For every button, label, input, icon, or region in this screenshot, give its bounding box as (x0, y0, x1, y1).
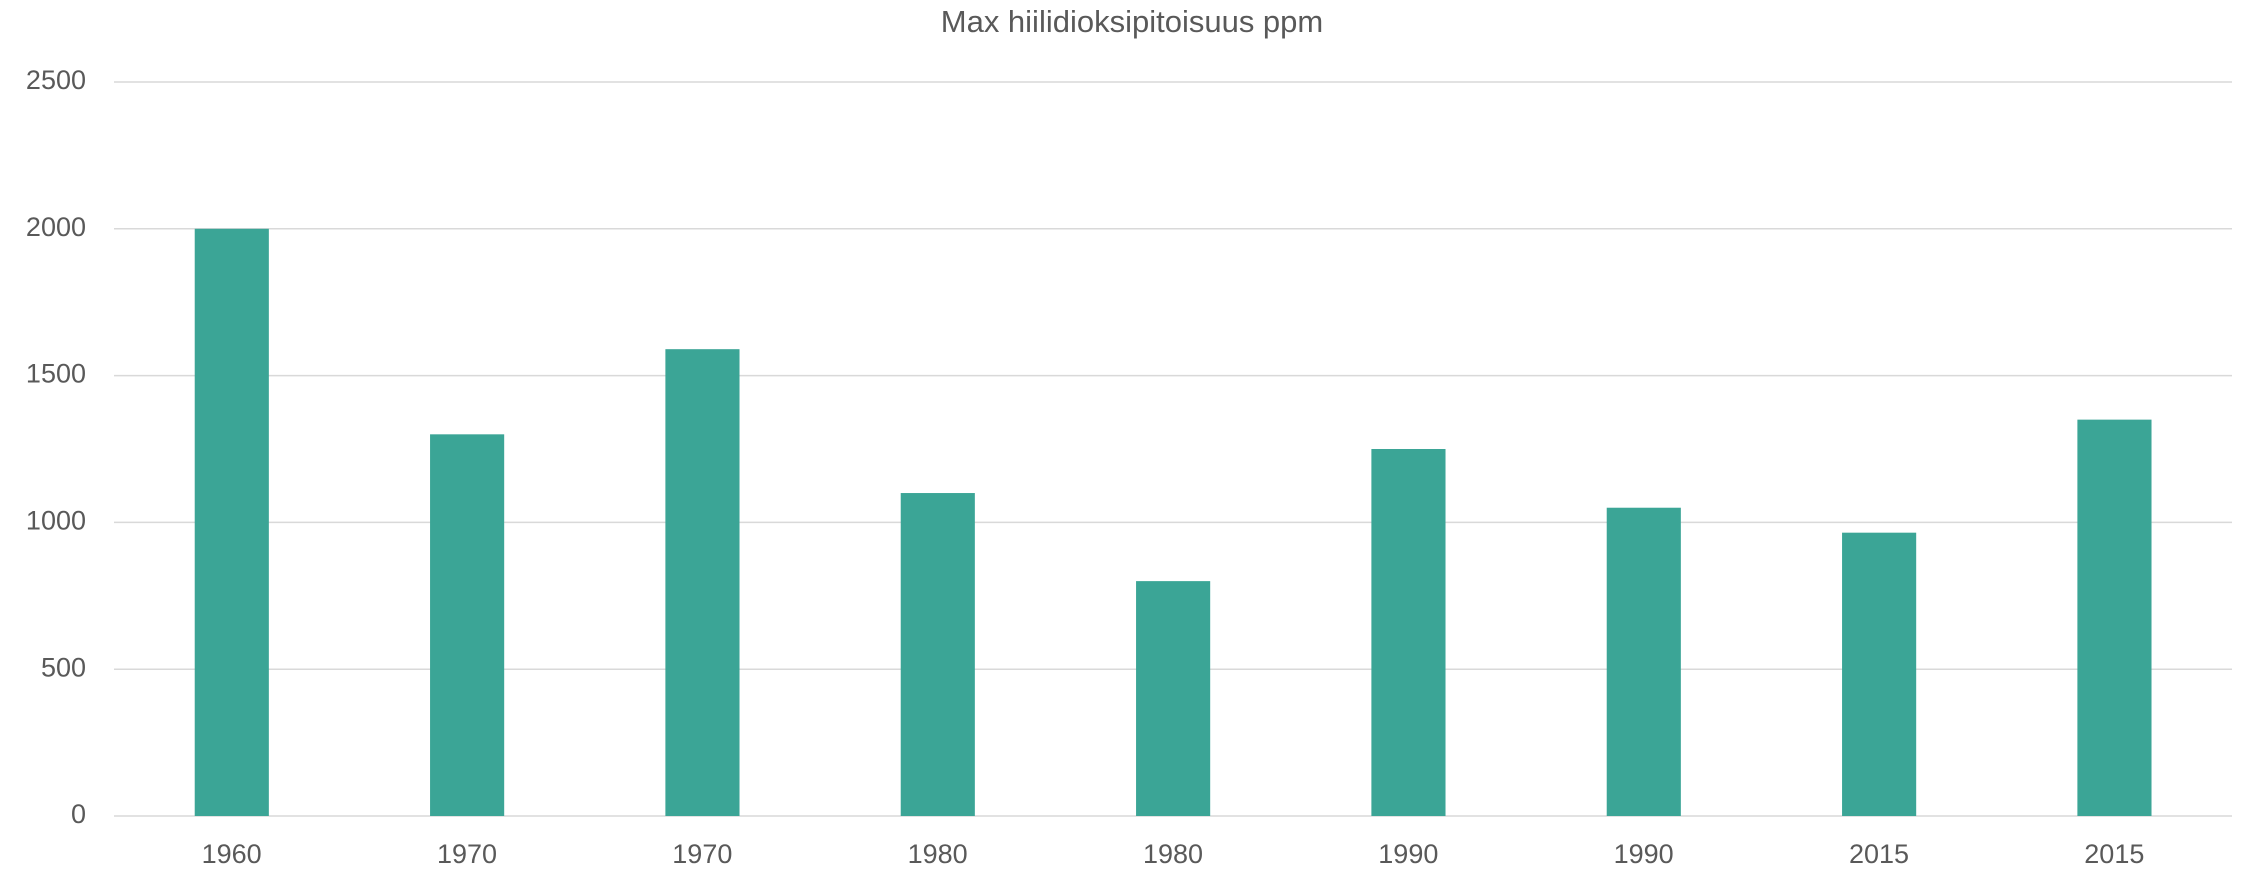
y-tick-label: 500 (41, 652, 86, 682)
x-tick-label: 1980 (1143, 839, 1203, 869)
x-tick-label: 2015 (1849, 839, 1909, 869)
bar (665, 349, 740, 816)
chart-title: Max hiilidioksipitoisuus ppm (941, 4, 1324, 39)
bar (2077, 419, 2152, 816)
x-tick-label: 1970 (672, 839, 732, 869)
y-tick-label: 1000 (26, 506, 86, 536)
bar (1371, 449, 1446, 816)
y-tick-label: 0 (71, 799, 86, 829)
bar (1606, 507, 1681, 816)
x-tick-label: 1990 (1614, 839, 1674, 869)
x-tick-label: 1970 (437, 839, 497, 869)
bar (1842, 532, 1917, 816)
bar (194, 228, 269, 817)
y-tick-label: 1500 (26, 359, 86, 389)
bar (900, 493, 975, 816)
y-tick-label: 2500 (26, 65, 86, 95)
x-tick-label: 1960 (202, 839, 262, 869)
x-tick-label: 2015 (2084, 839, 2144, 869)
bar (430, 434, 505, 816)
y-tick-label: 2000 (26, 212, 86, 242)
bar (1136, 581, 1211, 816)
x-tick-label: 1990 (1378, 839, 1438, 869)
x-tick-label: 1980 (908, 839, 968, 869)
